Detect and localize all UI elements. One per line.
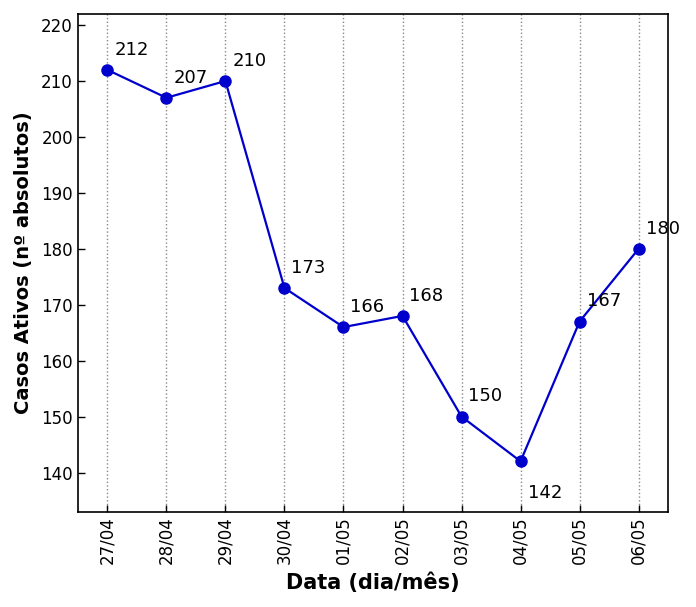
Text: 166: 166 [350,298,384,316]
Text: 167: 167 [587,293,621,310]
Text: 210: 210 [232,52,267,70]
Text: 212: 212 [114,41,149,59]
Y-axis label: Casos Ativos (nº absolutos): Casos Ativos (nº absolutos) [14,112,33,414]
Text: 173: 173 [292,259,326,277]
Text: 142: 142 [528,484,562,501]
Text: 180: 180 [646,220,679,238]
X-axis label: Data (dia/mês): Data (dia/mês) [286,572,460,593]
Text: 150: 150 [468,387,503,405]
Text: 168: 168 [409,287,443,305]
Text: 207: 207 [173,69,207,87]
